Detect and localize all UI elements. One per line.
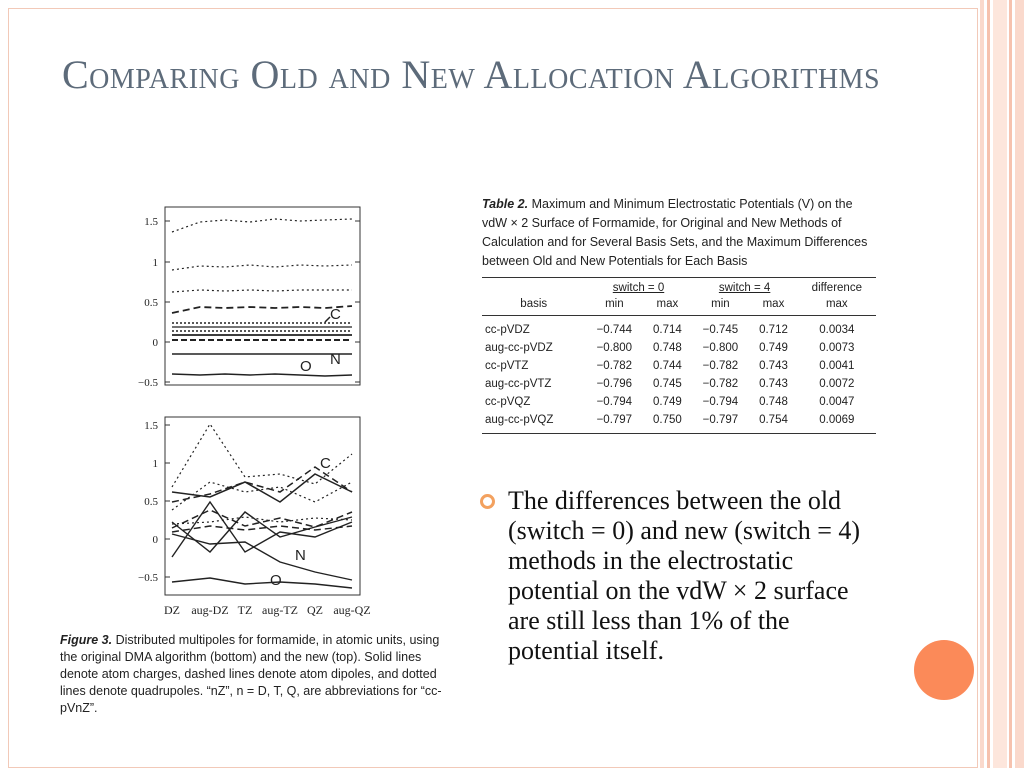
bottom-quad-3 (171, 516, 353, 525)
top-tick-1.5: 1.5 (144, 216, 158, 228)
slide-title: Comparing Old and New Allocation Algorit… (62, 52, 881, 97)
bullet-ring-icon (480, 494, 495, 509)
subheader-max-0: max (643, 296, 692, 316)
bottom-charge-2 (171, 500, 353, 558)
bottom-label-o: O (270, 572, 282, 589)
subheader-min-0: min (585, 296, 644, 316)
table-caption-text: Maximum and Minimum Electrostatic Potent… (482, 197, 868, 268)
decorative-stripes (978, 0, 1024, 768)
top-label-o: O (300, 358, 312, 375)
bottom-tick-0: 0 (153, 534, 159, 546)
subheader-min-4: min (691, 296, 750, 316)
x-label-aug-qz: aug-QZ (333, 603, 370, 617)
bottom-panel-atom-labels: C N O (270, 455, 331, 589)
x-label-qz: QZ (307, 603, 323, 617)
bottom-charge-3 (171, 511, 353, 553)
bottom-panel-y-ticks: 1.5 1 0.5 0 −0.5 (138, 420, 158, 584)
bottom-dip-3 (171, 525, 353, 533)
subheader-max-4: max (749, 296, 798, 316)
figure-caption-label: Figure 3. (60, 633, 113, 647)
top-quad-1 (171, 218, 353, 233)
subheader-diff-max: max (797, 296, 876, 316)
bottom-quad-1 (171, 422, 353, 488)
top-panel-y-ticks: 1.5 1 0.5 0 −0.5 (138, 216, 158, 389)
x-label-tz: TZ (238, 603, 253, 617)
top-dip-1 (171, 305, 353, 314)
bottom-charge-c (171, 473, 353, 503)
table-caption-label: Table 2. (482, 197, 529, 211)
top-label-c: C (330, 306, 341, 323)
results-table-block: Table 2. Maximum and Minimum Electrostat… (482, 195, 878, 434)
multipole-figure: 1.5 1 0.5 0 −0.5 C N O 1.5 1 0.5 (138, 206, 371, 617)
table-row: cc-pVQZ −0.794 0.749 −0.794 0.748 0.0047 (485, 396, 855, 408)
top-quad-3 (171, 289, 352, 293)
bottom-panel-frame (164, 416, 361, 596)
top-tick-neg0.5: −0.5 (138, 377, 158, 389)
bottom-tick-1.5: 1.5 (144, 420, 158, 432)
bottom-panel-lines (171, 422, 353, 589)
bottom-dip-2 (171, 509, 353, 529)
bottom-label-c: C (320, 455, 331, 472)
top-quad-2 (171, 264, 353, 271)
top-label-n: N (330, 351, 341, 368)
header-blank (482, 277, 586, 296)
decorative-orange-circle (914, 640, 974, 700)
table-row: aug-cc-pVTZ −0.796 0.745 −0.782 0.743 0.… (485, 378, 855, 390)
top-panel-atom-labels: C N O (300, 306, 341, 375)
bottom-label-n: N (295, 547, 306, 564)
bullet-point: The differences between the old (switch … (480, 486, 880, 666)
table-row: aug-cc-pVDZ −0.800 0.748 −0.800 0.749 0.… (485, 342, 855, 354)
bottom-charge-o (171, 577, 353, 589)
top-tick-1: 1 (153, 257, 159, 269)
bottom-dip-1 (171, 466, 353, 503)
bullet-text: The differences between the old (switch … (508, 486, 861, 665)
x-label-aug-tz: aug-TZ (262, 603, 298, 617)
header-difference: difference (797, 277, 876, 296)
figure-caption: Figure 3. Distributed multipoles for for… (60, 632, 456, 717)
top-panel-lines (171, 218, 353, 377)
header-switch0: switch = 0 (585, 277, 692, 296)
subheader-basis: basis (482, 296, 586, 316)
bottom-tick-0.5: 0.5 (144, 496, 158, 508)
table-row: cc-pVTZ −0.782 0.744 −0.782 0.743 0.0041 (485, 360, 855, 372)
table-caption: Table 2. Maximum and Minimum Electrostat… (482, 195, 878, 271)
bottom-charge-n (171, 533, 353, 581)
top-c-arrow (324, 316, 331, 323)
figure-caption-text: Distributed multipoles for formamide, in… (60, 633, 442, 715)
bottom-tick-neg0.5: −0.5 (138, 572, 158, 584)
header-switch4: switch = 4 (691, 277, 798, 296)
potentials-table: switch = 0 switch = 4 difference basis m… (482, 277, 876, 434)
bottom-quad-2 (171, 481, 353, 511)
figure-x-labels: DZ aug-DZ TZ aug-TZ QZ aug-QZ (164, 603, 371, 617)
bottom-tick-1: 1 (153, 458, 159, 470)
x-label-aug-dz: aug-DZ (191, 603, 228, 617)
top-tick-0.5: 0.5 (144, 297, 158, 309)
top-panel-frame (164, 206, 361, 386)
top-charge-o (171, 373, 353, 377)
table-row: cc-pVDZ −0.744 0.714 −0.745 0.712 0.0034 (485, 324, 855, 336)
top-tick-0: 0 (153, 337, 159, 349)
x-label-dz: DZ (164, 603, 180, 617)
table-row: aug-cc-pVQZ −0.797 0.750 −0.797 0.754 0.… (482, 411, 876, 434)
